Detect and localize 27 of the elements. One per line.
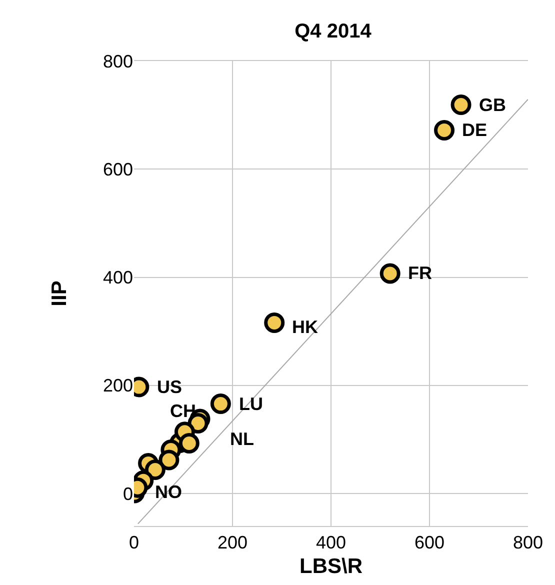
- annotation: FR: [408, 263, 432, 283]
- point: [264, 312, 285, 333]
- point: [158, 450, 180, 470]
- annotation: HK: [292, 317, 318, 337]
- x-tick-label: 800: [512, 532, 544, 553]
- point: [144, 460, 166, 480]
- y-tick-label: 600: [102, 159, 133, 180]
- y-tick-label: 400: [102, 268, 133, 288]
- annotation: NO: [155, 482, 182, 502]
- chart-title: Q4 2014: [294, 20, 372, 42]
- x-tick-label: 600: [414, 532, 445, 553]
- y-tick-label: 800: [102, 51, 133, 72]
- y-tick-label: 200: [102, 376, 133, 396]
- annotation: NL: [230, 429, 254, 449]
- annotation: US: [157, 377, 182, 397]
- annotation: DE: [462, 120, 488, 140]
- y-tick-label: 0: [122, 484, 133, 504]
- x-tick-label: 400: [316, 532, 346, 553]
- point: [434, 120, 455, 140]
- annotation: LU: [239, 394, 263, 414]
- point: [450, 94, 472, 116]
- x-axis-title: LBS\R: [300, 554, 362, 578]
- annotation: GB: [479, 95, 506, 115]
- point: [210, 394, 231, 414]
- y-axis-title: IIP: [48, 280, 72, 306]
- point: [380, 263, 400, 284]
- x-tick-label: 200: [217, 532, 248, 553]
